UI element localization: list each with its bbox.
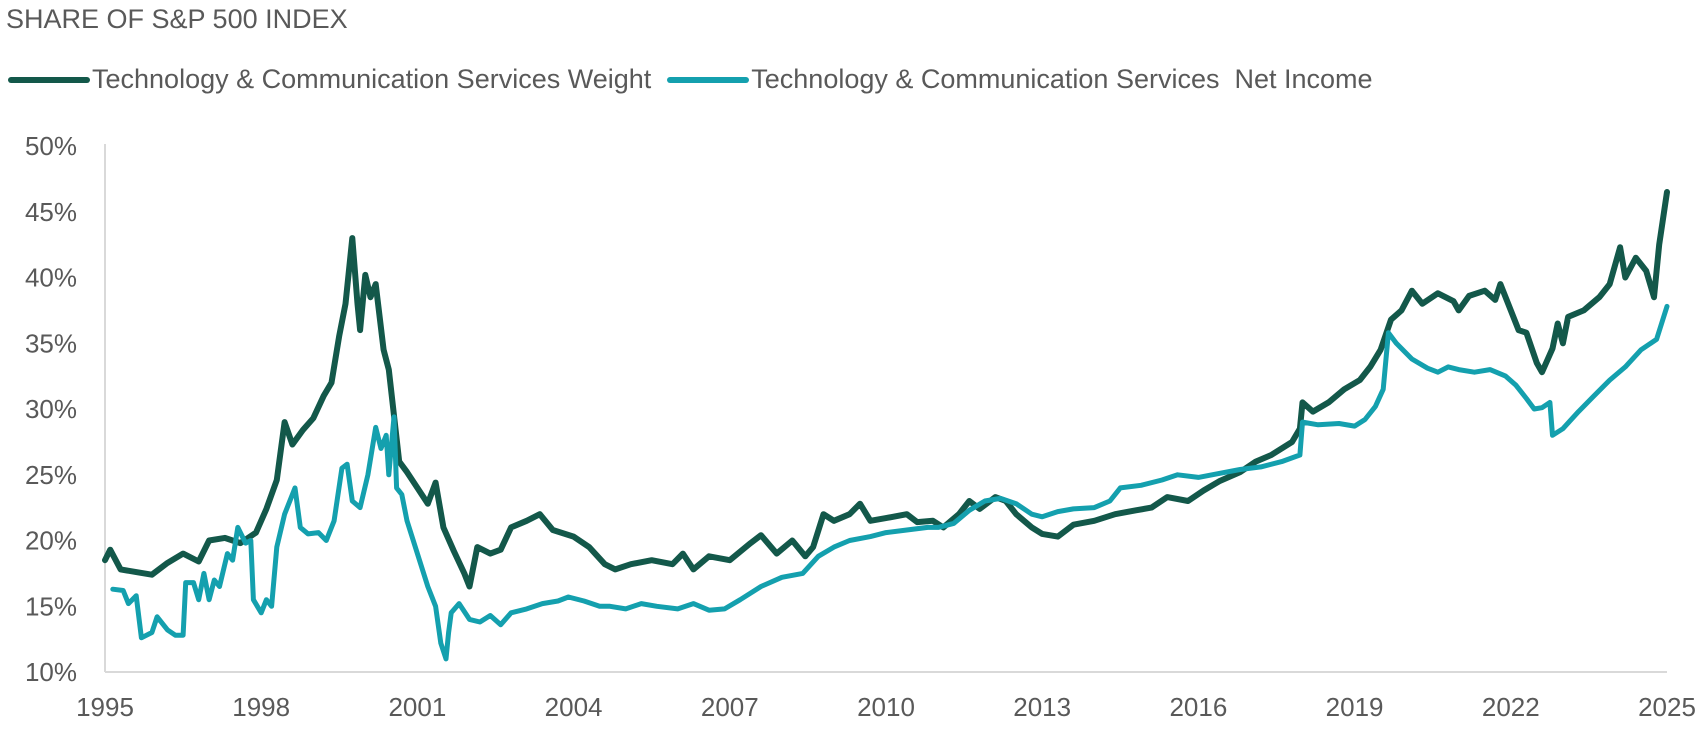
legend-item-weight: Technology & Communication Services Weig… bbox=[8, 64, 651, 95]
legend-item-net-income: Technology & Communication Services Net … bbox=[667, 64, 1373, 95]
y-tick-label: 50% bbox=[25, 131, 77, 161]
y-tick-label: 30% bbox=[25, 394, 77, 424]
legend-swatch-net-income bbox=[667, 76, 750, 83]
legend: Technology & Communication Services Weig… bbox=[8, 64, 1389, 95]
x-tick-label: 2013 bbox=[1013, 692, 1071, 722]
x-tick-label: 2025 bbox=[1638, 692, 1696, 722]
x-tick-label: 2001 bbox=[388, 692, 446, 722]
legend-label-weight: Technology & Communication Services Weig… bbox=[92, 64, 652, 94]
x-tick-label: 2010 bbox=[857, 692, 915, 722]
y-tick-label: 15% bbox=[25, 591, 77, 621]
x-tick-label: 1998 bbox=[232, 692, 290, 722]
x-tick-label: 2019 bbox=[1326, 692, 1384, 722]
x-tick-label: 2016 bbox=[1169, 692, 1227, 722]
y-tick-label: 25% bbox=[25, 460, 77, 490]
chart-title: SHARE OF S&P 500 INDEX bbox=[6, 4, 348, 34]
y-tick-label: 45% bbox=[25, 197, 77, 227]
y-tick-label: 35% bbox=[25, 328, 77, 358]
series-line-weight bbox=[102, 189, 1670, 590]
x-tick-label: 2022 bbox=[1482, 692, 1540, 722]
x-tick-label: 2007 bbox=[701, 692, 759, 722]
legend-swatch-weight bbox=[8, 76, 90, 83]
series-line-net-income bbox=[110, 303, 1670, 662]
y-tick-label: 20% bbox=[25, 526, 77, 556]
x-tick-label: 2004 bbox=[545, 692, 603, 722]
y-tick-label: 10% bbox=[25, 657, 77, 687]
legend-label-net-income: Technology & Communication Services Net … bbox=[751, 64, 1373, 94]
y-tick-label: 40% bbox=[25, 263, 77, 293]
x-tick-label: 1995 bbox=[76, 692, 134, 722]
